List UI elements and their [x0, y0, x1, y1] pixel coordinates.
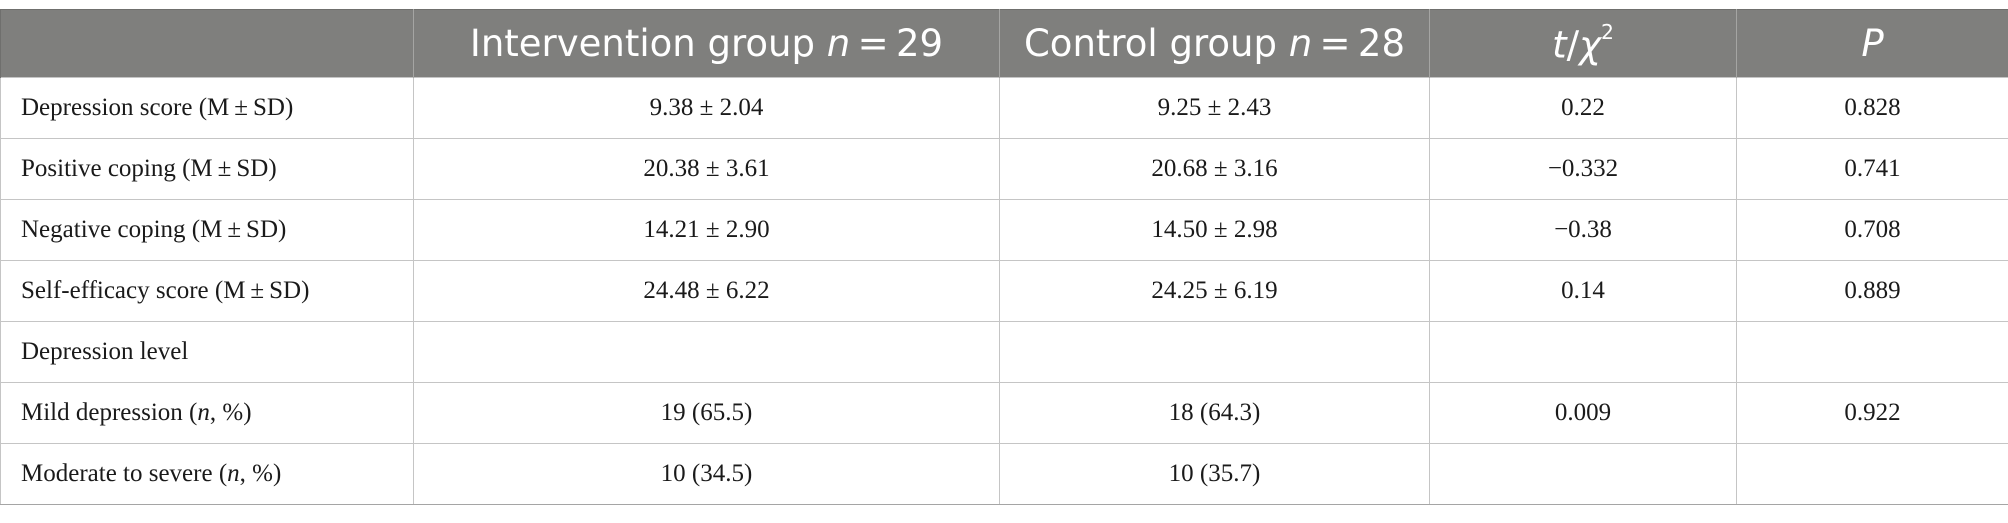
row-label: Positive coping (M ± SD) [0, 138, 414, 200]
intervention-value: 10 (34.5) [413, 443, 1000, 505]
control-value: 14.50 ± 2.98 [999, 199, 1430, 261]
row-label: Moderate to severe (n, %) [0, 443, 414, 505]
p-value [1736, 321, 2008, 383]
row-label: Self-efficacy score (M ± SD) [0, 260, 414, 322]
statistic-value: 0.22 [1429, 77, 1737, 139]
intervention-value: 9.38 ± 2.04 [413, 77, 1000, 139]
p-value: 0.828 [1736, 77, 2008, 139]
header-cell-intervention: Intervention group n = 29 [413, 9, 1000, 78]
intervention-value: 19 (65.5) [413, 382, 1000, 444]
header-stat-chi: χ [1579, 23, 1601, 67]
intervention-value: 24.48 ± 6.22 [413, 260, 1000, 322]
statistic-value: −0.38 [1429, 199, 1737, 261]
header-cell-control: Control group n = 28 [999, 9, 1430, 78]
table-row: Moderate to severe (n, %) 10 (34.5) 10 (… [0, 443, 2008, 505]
row-label: Mild depression (n, %) [0, 382, 414, 444]
statistic-value: 0.009 [1429, 382, 1737, 444]
control-value: 24.25 ± 6.19 [999, 260, 1430, 322]
p-value: 0.922 [1736, 382, 2008, 444]
header-cell-statistic: t/χ2 [1429, 9, 1737, 78]
intervention-value: 20.38 ± 3.61 [413, 138, 1000, 200]
control-value: 18 (64.3) [999, 382, 1430, 444]
header-cell-p-value: P [1736, 9, 2008, 78]
header-stat-superscript: 2 [1600, 20, 1614, 45]
row-label: Depression level [0, 321, 414, 383]
p-value: 0.889 [1736, 260, 2008, 322]
statistic-value: −0.332 [1429, 138, 1737, 200]
row-label: Depression score (M ± SD) [0, 77, 414, 139]
intervention-value [413, 321, 1000, 383]
table-row: Negative coping (M ± SD) 14.21 ± 2.90 14… [0, 199, 2008, 261]
row-label-n: n [227, 460, 240, 487]
p-value: 0.741 [1736, 138, 2008, 200]
control-value: 9.25 ± 2.43 [999, 77, 1430, 139]
header-stat-t: t [1552, 23, 1567, 67]
table-row: Depression level [0, 321, 2008, 383]
header-control-n: n [1288, 22, 1313, 65]
row-label-n: n [197, 399, 210, 426]
p-value [1736, 443, 2008, 505]
table-row: Positive coping (M ± SD) 20.38 ± 3.61 20… [0, 138, 2008, 200]
table-row: Depression score (M ± SD) 9.38 ± 2.04 9.… [0, 77, 2008, 139]
table-row: Mild depression (n, %) 19 (65.5) 18 (64.… [0, 382, 2008, 444]
header-cell-variable [0, 9, 414, 78]
row-label-text: Moderate to severe ( [21, 460, 228, 487]
control-value: 10 (35.7) [999, 443, 1430, 505]
comparison-table: Intervention group n = 29 Control group … [0, 9, 2008, 505]
header-control-text: Control group [1023, 22, 1289, 65]
intervention-value: 14.21 ± 2.90 [413, 199, 1000, 261]
table-row: Self-efficacy score (M ± SD) 24.48 ± 6.2… [0, 260, 2008, 322]
row-label-suffix: , %) [209, 399, 252, 426]
header-intervention-n: n [826, 22, 851, 65]
header-control-count: = 28 [1312, 22, 1406, 65]
table-header-row: Intervention group n = 29 Control group … [0, 9, 2008, 78]
statistic-value: 0.14 [1429, 260, 1737, 322]
row-label-suffix: , %) [239, 460, 282, 487]
p-value: 0.708 [1736, 199, 2008, 261]
statistic-value [1429, 443, 1737, 505]
header-stat-slash: / [1566, 23, 1580, 67]
statistic-value [1429, 321, 1737, 383]
table-container: Intervention group n = 29 Control group … [0, 9, 2008, 505]
row-label-text: Mild depression ( [21, 399, 198, 426]
control-value [999, 321, 1430, 383]
control-value: 20.68 ± 3.16 [999, 138, 1430, 200]
header-intervention-text: Intervention group [469, 22, 827, 65]
header-intervention-count: = 29 [850, 22, 944, 65]
row-label: Negative coping (M ± SD) [0, 199, 414, 261]
